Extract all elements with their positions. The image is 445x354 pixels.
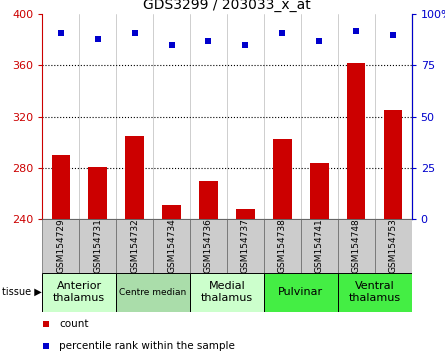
Bar <box>310 163 328 219</box>
Text: Medial
thalamus: Medial thalamus <box>201 281 253 303</box>
Bar <box>162 205 181 219</box>
Bar <box>116 219 153 273</box>
Bar <box>338 219 375 273</box>
Text: GSM154741: GSM154741 <box>315 219 324 273</box>
Bar <box>273 139 291 219</box>
Bar <box>264 273 338 312</box>
Bar <box>89 167 107 219</box>
Bar <box>264 219 301 273</box>
Text: GSM154732: GSM154732 <box>130 219 139 273</box>
Bar <box>190 273 264 312</box>
Bar <box>236 209 255 219</box>
Bar <box>375 219 412 273</box>
Text: GSM154731: GSM154731 <box>93 218 102 274</box>
Bar <box>384 110 402 219</box>
Text: count: count <box>59 319 89 329</box>
Bar <box>52 155 70 219</box>
Bar <box>190 219 227 273</box>
Text: Anterior
thalamus: Anterior thalamus <box>53 281 105 303</box>
Title: GDS3299 / 203033_x_at: GDS3299 / 203033_x_at <box>143 0 311 12</box>
Bar <box>301 219 338 273</box>
Text: Ventral
thalamus: Ventral thalamus <box>348 281 401 303</box>
Text: GSM154753: GSM154753 <box>388 218 398 274</box>
Bar <box>338 273 412 312</box>
Bar <box>42 273 116 312</box>
Bar <box>42 219 79 273</box>
Bar <box>153 219 190 273</box>
Text: GSM154748: GSM154748 <box>352 219 361 273</box>
Bar <box>347 63 365 219</box>
Bar <box>199 181 218 219</box>
Text: Pulvinar: Pulvinar <box>278 287 324 297</box>
Text: Centre median: Centre median <box>119 287 187 297</box>
Text: GSM154734: GSM154734 <box>167 219 176 273</box>
Bar <box>116 273 190 312</box>
Text: GSM154729: GSM154729 <box>56 219 65 273</box>
Text: tissue ▶: tissue ▶ <box>2 287 42 297</box>
Text: GSM154736: GSM154736 <box>204 218 213 274</box>
Bar <box>227 219 264 273</box>
Text: GSM154738: GSM154738 <box>278 218 287 274</box>
Text: percentile rank within the sample: percentile rank within the sample <box>59 341 235 350</box>
Bar <box>79 219 116 273</box>
Text: GSM154737: GSM154737 <box>241 218 250 274</box>
Bar <box>125 136 144 219</box>
